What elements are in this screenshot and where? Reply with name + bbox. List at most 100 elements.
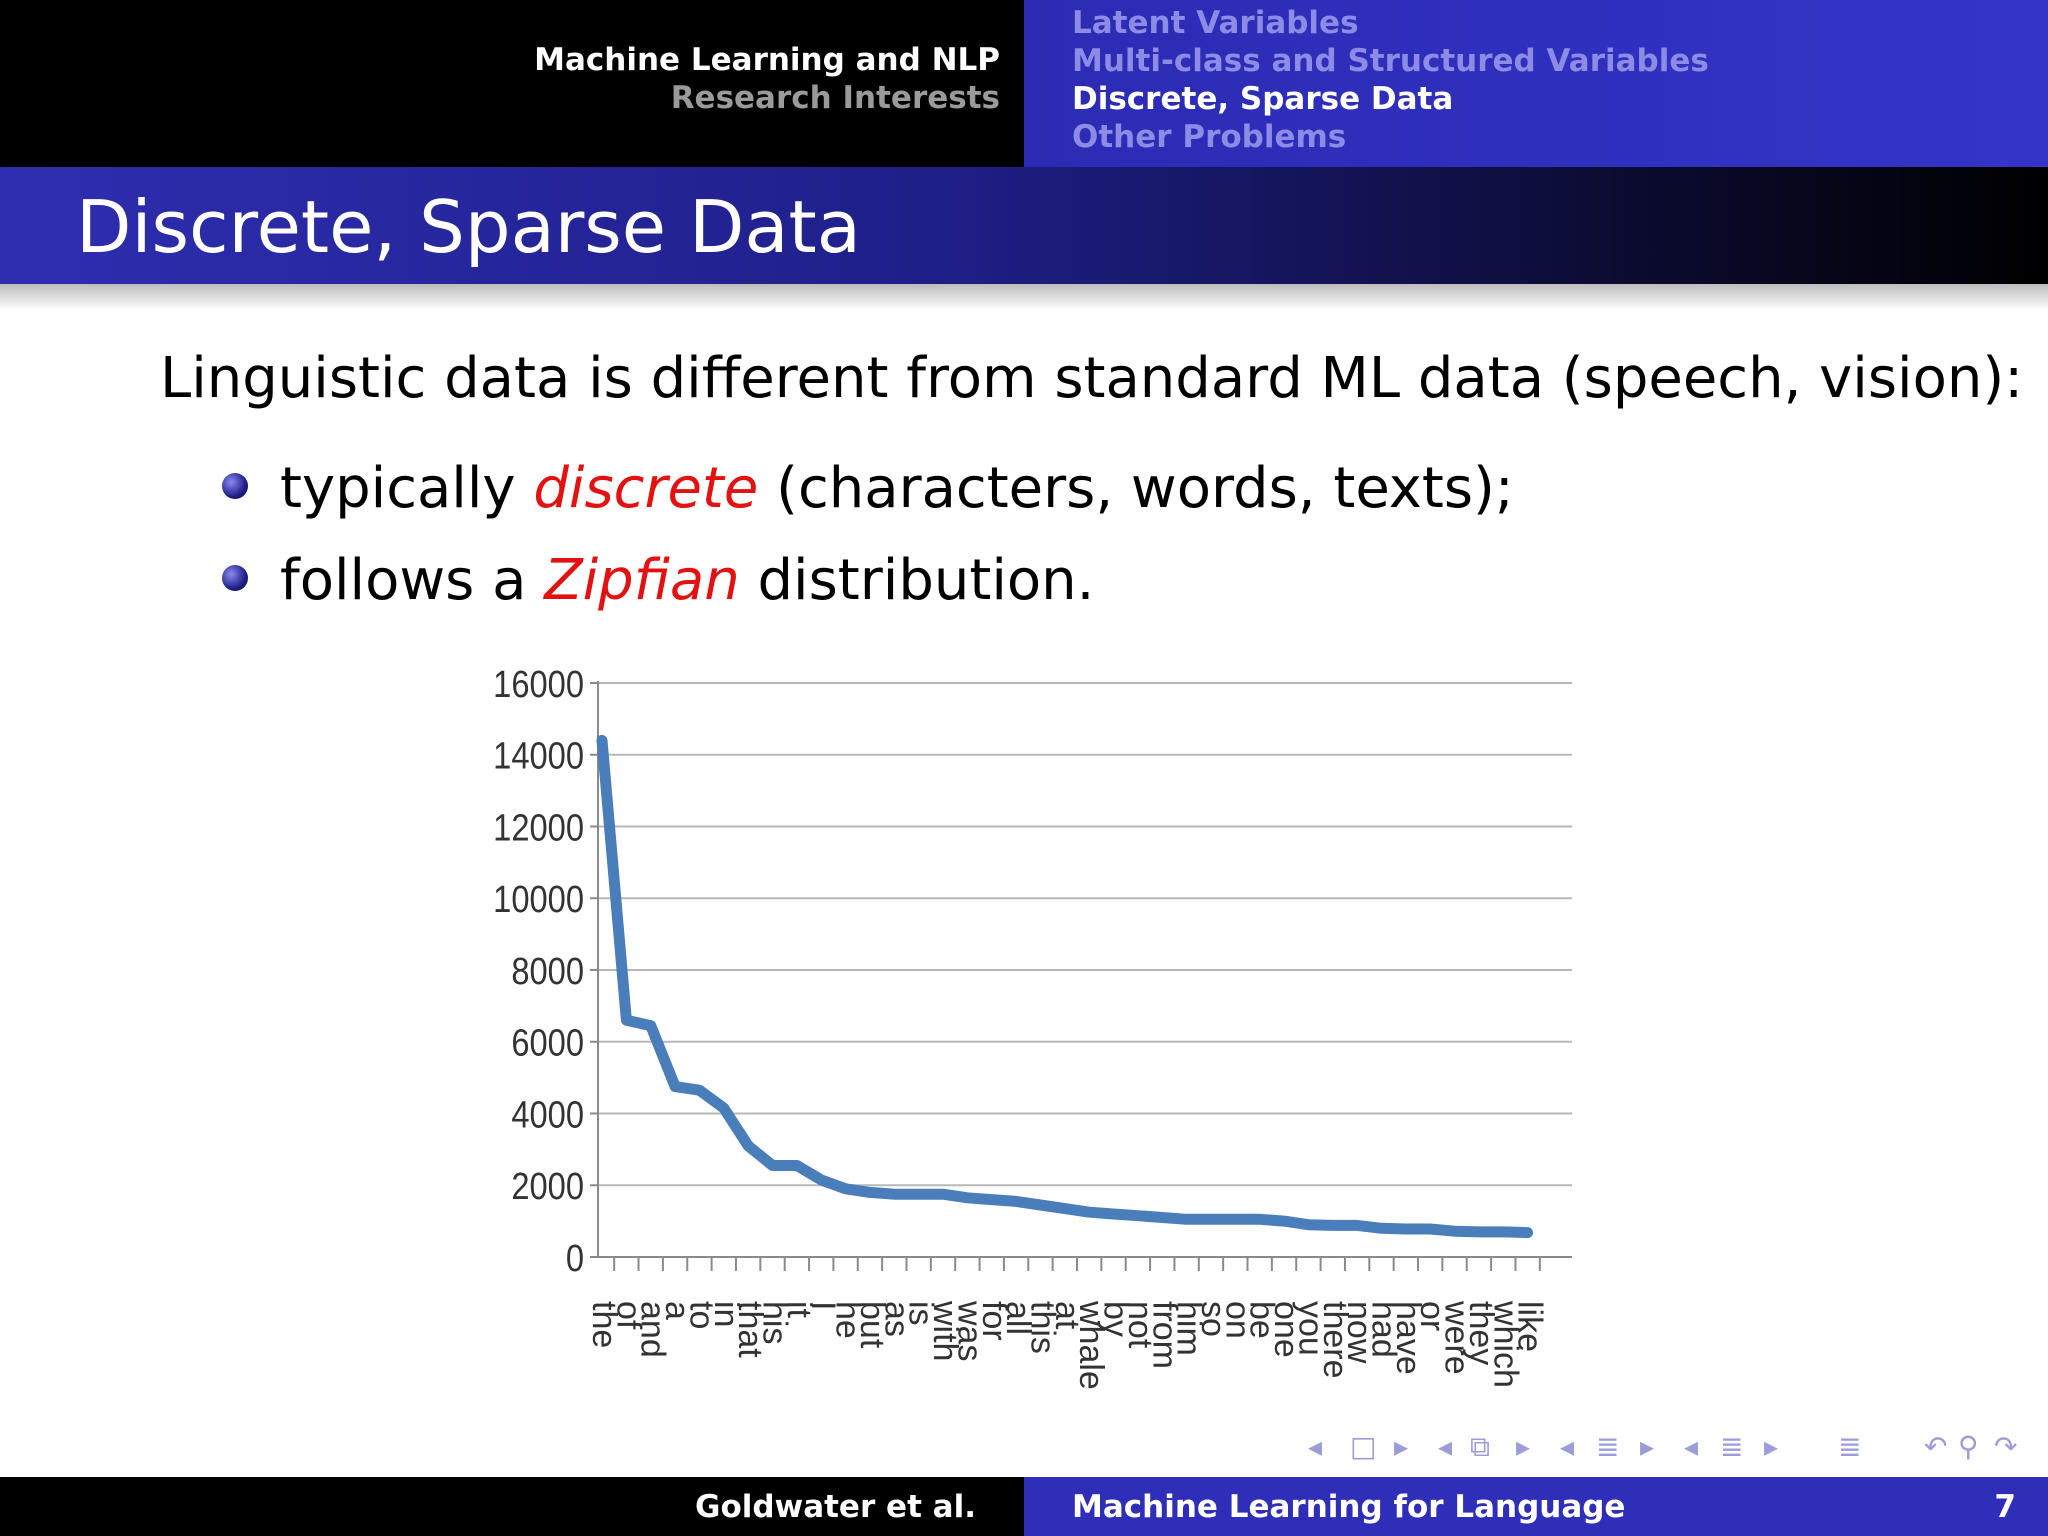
- bullet-zipfian: follows a Zipfian distribution.: [222, 548, 1094, 613]
- nav-item-multiclass[interactable]: Multi-class and Structured Variables: [1072, 43, 1709, 79]
- x-tick-label: at: [1048, 1301, 1086, 1330]
- data-point: [844, 1187, 847, 1190]
- data-point: [893, 1193, 896, 1196]
- x-tick-label: for: [975, 1301, 1013, 1341]
- nav-right-arrow-icon[interactable]: ▸: [1394, 1430, 1409, 1463]
- grid-lines: [590, 682, 1572, 1258]
- x-tick-label: in: [707, 1301, 745, 1327]
- x-tick-label: had: [1365, 1301, 1403, 1358]
- nav-right-arrow-icon[interactable]: ▸: [1516, 1430, 1531, 1463]
- x-tick-label: by: [1097, 1301, 1135, 1337]
- appendix-lines-icon[interactable]: ≣: [1838, 1430, 1862, 1463]
- x-tick-label: as: [877, 1301, 915, 1337]
- frame-box-icon[interactable]: □: [1350, 1430, 1377, 1463]
- nav-left-arrow-icon[interactable]: ◂: [1308, 1430, 1323, 1463]
- nav-right-arrow-icon[interactable]: ▸: [1764, 1430, 1779, 1463]
- data-point: [1380, 1227, 1383, 1230]
- data-point: [1283, 1220, 1286, 1223]
- bullet-discrete: typically discrete (characters, words, t…: [222, 456, 1514, 521]
- data-point: [1453, 1230, 1456, 1233]
- x-tick-label: I: [804, 1301, 842, 1310]
- x-tick-label: one: [1267, 1301, 1305, 1358]
- data-point: [601, 739, 603, 742]
- nav-item-discrete-sparse[interactable]: Discrete, Sparse Data: [1072, 81, 1454, 117]
- section-subtitle[interactable]: Research Interests: [670, 80, 1000, 116]
- nav-left-arrow-icon[interactable]: ◂: [1684, 1430, 1699, 1463]
- x-tick-label: to: [682, 1301, 720, 1329]
- data-point: [698, 1089, 701, 1092]
- forward-redo-icon[interactable]: ↷: [1994, 1430, 2018, 1463]
- bullet-ball-icon: [222, 472, 248, 499]
- subsection-box-icon[interactable]: ⧉: [1470, 1430, 1490, 1463]
- bullet-text: follows a: [280, 548, 545, 613]
- emphasis-discrete: discrete: [533, 456, 759, 521]
- x-tick-label: from: [1145, 1301, 1183, 1369]
- x-tick-label: the: [585, 1301, 623, 1348]
- data-point: [917, 1193, 920, 1196]
- y-tick-label: 4000: [511, 1093, 584, 1136]
- x-tick-label: so: [1194, 1301, 1232, 1337]
- nav-item-latent-variables[interactable]: Latent Variables: [1072, 5, 1359, 41]
- x-tick-label: on: [1218, 1301, 1256, 1339]
- nav-right-arrow-icon[interactable]: ▸: [1640, 1430, 1655, 1463]
- data-point: [1063, 1207, 1066, 1210]
- intro-text: Linguistic data is different from standa…: [160, 346, 2024, 411]
- bullet-text-rest: distribution.: [739, 548, 1095, 613]
- data-point: [1502, 1230, 1505, 1233]
- bullet-text-rest: (characters, words, texts);: [758, 456, 1514, 521]
- y-tick-label: 0: [566, 1237, 584, 1280]
- x-tick-label: that: [731, 1301, 769, 1358]
- x-tick-label: like: [1511, 1301, 1549, 1352]
- x-tick-label: his: [756, 1301, 794, 1344]
- data-point: [942, 1193, 945, 1196]
- section-lines-icon[interactable]: ≣: [1596, 1430, 1620, 1463]
- outline-lines-icon[interactable]: ≣: [1720, 1430, 1744, 1463]
- data-point: [1088, 1211, 1091, 1214]
- data-point: [1161, 1216, 1164, 1219]
- page-title: Discrete, Sparse Data: [76, 185, 861, 269]
- title-shadow: [0, 284, 2048, 310]
- x-tick-label: a: [658, 1301, 696, 1320]
- emphasis-zipfian: Zipfian: [544, 548, 740, 613]
- data-point: [1136, 1214, 1139, 1217]
- x-tick-label: have: [1389, 1301, 1427, 1375]
- x-tick-label: but: [853, 1301, 891, 1349]
- x-tick-label: you: [1291, 1301, 1329, 1356]
- nav-item-other-problems[interactable]: Other Problems: [1072, 119, 1347, 155]
- data-point: [747, 1144, 750, 1147]
- back-undo-icon[interactable]: ↶: [1924, 1430, 1948, 1463]
- footer-left: Goldwater et al.: [0, 1477, 1024, 1536]
- data-point: [820, 1178, 823, 1181]
- bullet-text: typically: [280, 456, 534, 521]
- data-point: [1477, 1230, 1480, 1233]
- data-point: [990, 1198, 993, 1201]
- x-tick-label: it: [780, 1301, 818, 1319]
- header-bar: Machine Learning and NLP Research Intere…: [0, 0, 2048, 167]
- header-left: Machine Learning and NLP Research Intere…: [0, 0, 1024, 167]
- zipf-chart: 0 2000 4000 6000 8000 10000 12000 14000 16000 th…: [493, 663, 1572, 1390]
- y-tick-label: 2000: [511, 1165, 584, 1208]
- data-point: [1307, 1223, 1310, 1226]
- section-title[interactable]: Machine Learning and NLP: [534, 42, 1000, 78]
- x-tick-label: and: [634, 1301, 672, 1358]
- footer-title: Machine Learning for Language: [1072, 1489, 1626, 1525]
- data-point: [1015, 1200, 1018, 1203]
- data-point: [1526, 1231, 1529, 1234]
- x-tick-label: with: [926, 1300, 964, 1361]
- data-point: [722, 1107, 725, 1110]
- header-right: Latent Variables Multi-class and Structu…: [1024, 0, 2048, 167]
- y-tick-label: 12000: [493, 806, 584, 849]
- page-number: 7: [1994, 1489, 2016, 1525]
- data-point: [1356, 1224, 1359, 1227]
- data-point: [795, 1164, 798, 1167]
- footer-author: Goldwater et al.: [695, 1489, 976, 1525]
- nav-left-arrow-icon[interactable]: ◂: [1560, 1430, 1575, 1463]
- search-zoom-icon[interactable]: ⚲: [1958, 1430, 1979, 1463]
- x-tick-label: not: [1121, 1301, 1159, 1349]
- data-point: [966, 1196, 969, 1199]
- data-point: [625, 1019, 628, 1022]
- y-tick-label: 14000: [493, 734, 584, 777]
- data-point: [868, 1191, 871, 1194]
- nav-left-arrow-icon[interactable]: ◂: [1438, 1430, 1453, 1463]
- x-tick-label: there: [1316, 1301, 1354, 1379]
